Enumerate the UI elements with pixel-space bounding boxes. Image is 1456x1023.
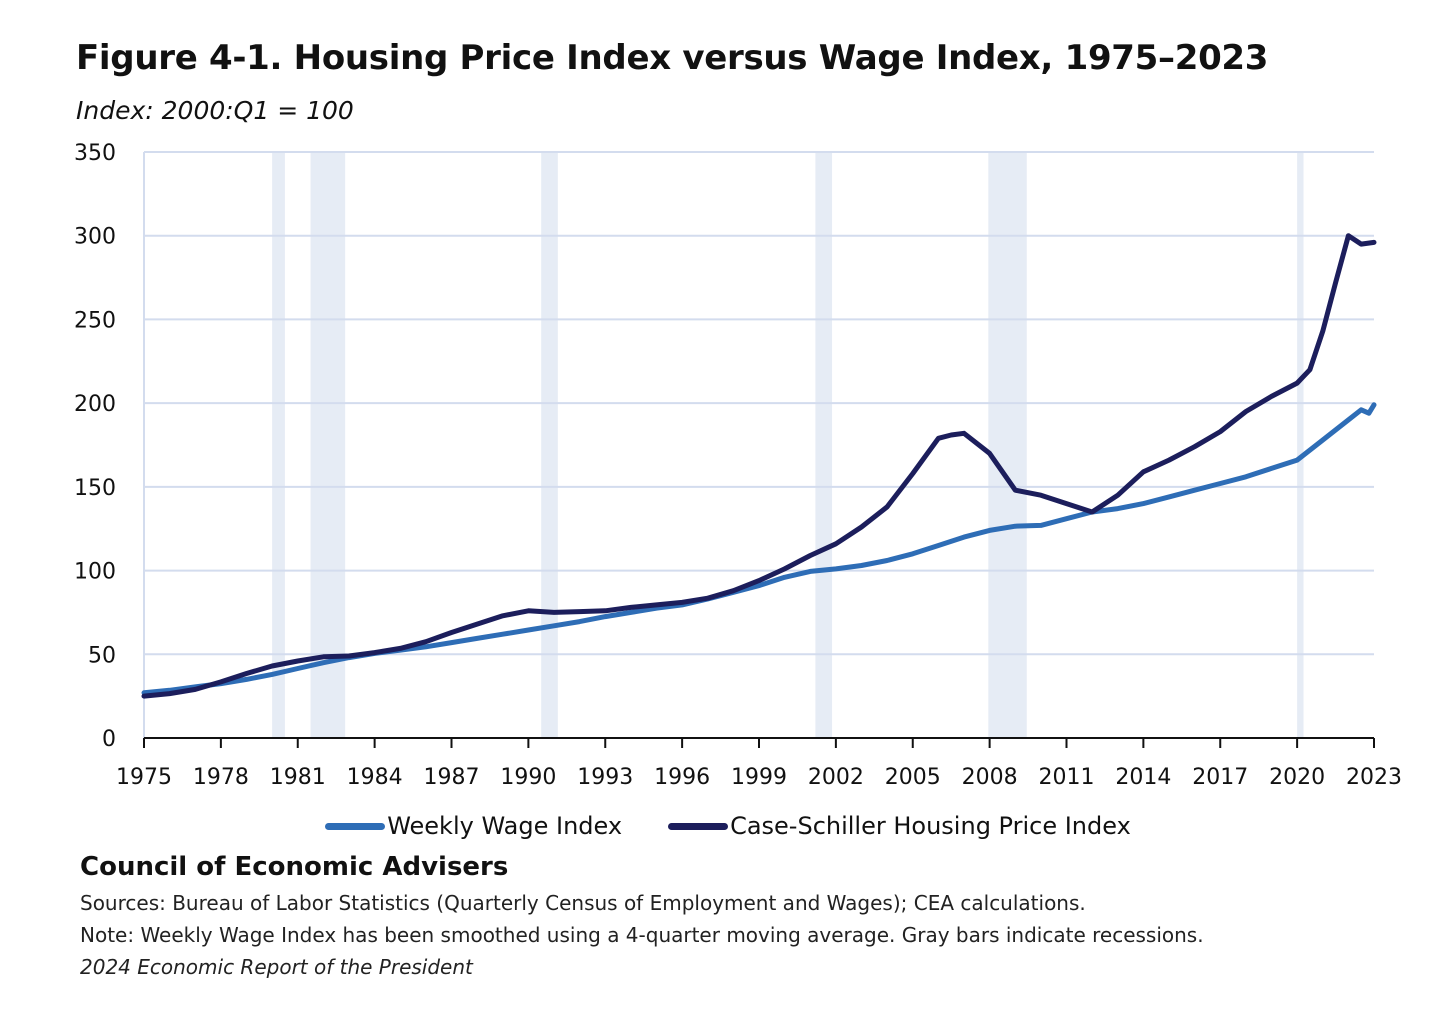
footer-sources: Sources: Bureau of Labor Statistics (Qua…	[80, 891, 1086, 915]
x-tick-label-1990: 1990	[500, 765, 556, 790]
x-tick-label-1993: 1993	[577, 765, 633, 790]
x-tick-label-1978: 1978	[193, 765, 249, 790]
x-tick-label-2008: 2008	[962, 765, 1018, 790]
recession-bar-5	[1297, 152, 1304, 738]
y-tick-label-350: 350	[74, 141, 116, 166]
footer-note: Note: Weekly Wage Index has been smoothe…	[80, 923, 1204, 947]
y-tick-label-100: 100	[74, 560, 116, 585]
chart-subtitle: Index: 2000:Q1 = 100	[76, 96, 354, 125]
legend-item-housing: Case-Schiller Housing Price Index	[668, 812, 1131, 840]
recession-bar-0	[272, 152, 285, 738]
x-tick-label-1975: 1975	[116, 765, 172, 790]
y-tick-label-0: 0	[102, 727, 116, 752]
legend-label-wage: Weekly Wage Index	[387, 812, 623, 840]
series-line-housing	[141, 233, 1377, 699]
chart-legend: Weekly Wage Index Case-Schiller Housing …	[0, 812, 1456, 840]
legend-swatch-wage	[325, 822, 386, 830]
x-tick-label-2002: 2002	[808, 765, 864, 790]
recession-bar-2	[541, 152, 558, 738]
legend-swatch-housing	[668, 822, 729, 830]
x-tick-label-1996: 1996	[654, 765, 710, 790]
x-tick-label-1984: 1984	[347, 765, 403, 790]
x-tick-label-2011: 2011	[1039, 765, 1095, 790]
line-chart: 0 50 100 150 200 250 300 350 1975 1978 1981 1984 198…	[74, 141, 1402, 790]
chart-title: Figure 4-1. Housing Price Index versus W…	[76, 38, 1269, 78]
x-tick-label-1981: 1981	[270, 765, 326, 790]
y-tick-label-250: 250	[74, 308, 116, 333]
x-tick-label-2020: 2020	[1269, 765, 1325, 790]
x-tick-label-2017: 2017	[1192, 765, 1248, 790]
legend-label-housing: Case-Schiller Housing Price Index	[730, 812, 1131, 840]
recession-bar-4	[988, 152, 1027, 738]
x-tick-label-2023: 2023	[1346, 765, 1402, 790]
y-tick-label-200: 200	[74, 392, 116, 417]
x-tick-label-1999: 1999	[731, 765, 787, 790]
footer-organization: Council of Economic Advisers	[80, 852, 509, 882]
y-tick-label-50: 50	[88, 643, 116, 668]
y-tick-label-300: 300	[74, 225, 116, 250]
y-tick-label-150: 150	[74, 476, 116, 501]
footer-report: 2024 Economic Report of the President	[80, 955, 473, 979]
recession-bar-3	[815, 152, 833, 738]
legend-item-wage: Weekly Wage Index	[325, 812, 622, 840]
x-tick-label-1987: 1987	[424, 765, 480, 790]
x-tick-label-2005: 2005	[885, 765, 941, 790]
recession-bar-1	[310, 152, 346, 738]
x-tick-label-2014: 2014	[1115, 765, 1171, 790]
